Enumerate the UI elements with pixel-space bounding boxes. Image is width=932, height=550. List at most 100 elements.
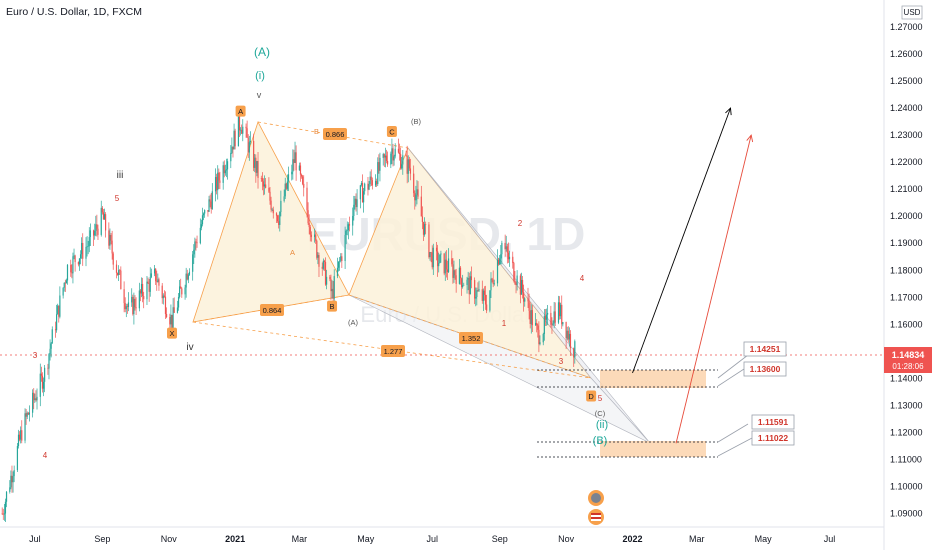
candle-body: [453, 270, 455, 278]
candle-body: [537, 325, 539, 330]
candle-body: [196, 242, 198, 244]
candle-body: [354, 198, 356, 205]
y-tick-label: 1.14000: [890, 373, 923, 383]
candle-body: [384, 155, 386, 158]
candle-body: [96, 224, 98, 229]
candle-body: [241, 129, 243, 134]
candle-body: [262, 181, 265, 187]
harmonic-point-c: C: [386, 125, 397, 137]
candle-body: [324, 261, 327, 285]
candle-body: [452, 264, 454, 278]
projection-arrowhead: [746, 134, 754, 143]
current-price-tag: [884, 347, 932, 373]
candle-body: [86, 246, 88, 248]
wave-label-5-left: 5: [115, 194, 120, 203]
flag-icon[interactable]: [588, 509, 604, 525]
candle-body: [477, 290, 479, 291]
candle-body: [355, 198, 357, 208]
candle-body: [200, 224, 203, 228]
candle-body: [302, 176, 304, 184]
projection-line: [632, 107, 731, 374]
candle-body: [318, 255, 320, 267]
candle-body: [73, 255, 75, 257]
y-tick-label: 1.25000: [890, 76, 923, 86]
x-tick-label: 2021: [225, 534, 245, 544]
candle-body: [394, 148, 396, 157]
candle-body: [569, 333, 572, 349]
x-tick-label: Sep: [94, 534, 110, 544]
y-tick-label: 1.18000: [890, 265, 923, 275]
candle-body: [119, 270, 121, 271]
y-tick-label: 1.09000: [890, 508, 923, 518]
wave-label-B-small: (B): [411, 117, 422, 126]
candle-body: [214, 177, 217, 192]
candle-body: [93, 230, 95, 236]
candle-body: [10, 475, 12, 488]
candle-body: [474, 280, 476, 299]
candle-body: [193, 249, 195, 255]
candle-body: [378, 162, 380, 171]
candle-body: [256, 160, 258, 173]
candle-body: [24, 413, 26, 441]
harmonic-point-d: D: [586, 390, 597, 402]
candle-body: [490, 278, 492, 291]
candle-body: [246, 128, 248, 138]
candle-body: [475, 297, 477, 299]
candle-body: [109, 234, 111, 246]
candle-body: [254, 157, 256, 168]
candle-body: [50, 343, 52, 349]
time-axis[interactable]: Jul Sep Nov 2021 Mar May Jul Sep Nov 2022 Mar May Ju…: [29, 534, 835, 544]
candle-body: [125, 306, 127, 310]
target-zone-lower: [600, 441, 706, 457]
candle-body: [181, 288, 183, 295]
candle-body: [425, 224, 427, 225]
candle-body: [300, 174, 303, 177]
candle-body: [492, 279, 494, 285]
candle-body: [455, 275, 457, 284]
candle-body: [139, 290, 142, 294]
candle-body: [133, 298, 135, 315]
ratio-line-ac: [257, 121, 409, 149]
candle-body: [163, 295, 165, 297]
candle-body: [557, 302, 560, 323]
y-tick-label: 1.20000: [890, 211, 923, 221]
candle-body: [552, 323, 554, 326]
wave-label-2: 2: [518, 219, 523, 228]
candle-body: [218, 172, 220, 181]
candle-body: [150, 273, 152, 278]
wave-label-iii: iii: [117, 170, 124, 181]
candle-body: [233, 130, 235, 150]
candle-body: [398, 152, 401, 155]
candle-body: [280, 200, 282, 213]
candle-body: [242, 126, 244, 134]
candle-body: [390, 153, 392, 165]
candle-body: [169, 317, 171, 325]
harmonic-point-label: X: [170, 329, 175, 338]
y-tick-label: 1.21000: [890, 184, 923, 194]
candle-body: [447, 258, 450, 273]
x-tick-label: Sep: [492, 534, 508, 544]
candle-body: [77, 262, 79, 265]
candle-body: [278, 221, 280, 225]
price-axis[interactable]: 1.27000 1.26000 1.25000 1.24000 1.23000 1.220…: [890, 22, 923, 518]
candle-body: [527, 298, 529, 302]
candle-body: [291, 171, 293, 175]
candle-body: [156, 281, 158, 283]
candle-body: [147, 281, 149, 284]
currency-badge[interactable]: [901, 5, 923, 20]
projection-line: [675, 135, 752, 444]
candle-body: [432, 247, 434, 268]
candle-body: [74, 255, 76, 263]
candle-body: [54, 329, 57, 331]
harmonic-point-label: A: [238, 107, 243, 116]
candle-body: [188, 271, 191, 275]
candle-body: [573, 348, 575, 358]
candle-body: [543, 316, 545, 335]
candle-body: [486, 304, 488, 311]
event-icon-1[interactable]: [588, 490, 604, 506]
candle-body: [359, 185, 361, 200]
candle-body: [11, 475, 13, 483]
ratio-label-3: 1.352: [462, 334, 481, 343]
candle-body: [64, 282, 66, 284]
